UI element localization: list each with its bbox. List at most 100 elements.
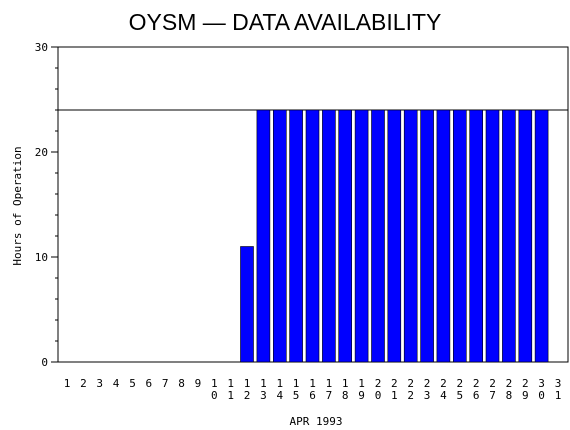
bar-day-17 (322, 109, 336, 363)
x-axis-label: APR 1993 (290, 415, 343, 428)
svg-text:5: 5 (129, 377, 136, 390)
svg-text:2: 2 (391, 377, 398, 390)
svg-text:3: 3 (424, 389, 431, 402)
x-tick-label-day-23: 23 (424, 377, 431, 402)
svg-text:8: 8 (506, 389, 513, 402)
svg-text:8: 8 (178, 377, 185, 390)
y-axis-label: Hours of Operation (11, 146, 24, 265)
svg-text:9: 9 (522, 389, 529, 402)
svg-text:4: 4 (276, 389, 283, 402)
y-tick-label: 30 (35, 41, 48, 54)
y-tick-label: 0 (41, 356, 48, 369)
svg-text:1: 1 (227, 377, 234, 390)
bar-day-13 (256, 109, 271, 363)
chart-title: OYSM — DATA AVAILABILITY (129, 9, 442, 35)
svg-text:2: 2 (375, 377, 382, 390)
bar-day-23 (420, 109, 434, 363)
x-tick-label-day-19: 19 (358, 377, 365, 402)
bar-day-21 (387, 109, 402, 363)
svg-text:1: 1 (555, 389, 562, 402)
x-tick-label-day-20: 20 (375, 377, 382, 402)
bar-day-24 (436, 109, 451, 363)
x-tick-label-day-18: 18 (342, 377, 349, 402)
svg-text:1: 1 (244, 377, 251, 390)
svg-text:2: 2 (506, 377, 513, 390)
svg-text:2: 2 (424, 377, 431, 390)
bar-day-28 (502, 109, 516, 363)
bar-day-12 (240, 246, 254, 363)
x-tick-label-day-21: 21 (391, 377, 398, 402)
svg-text:7: 7 (162, 377, 169, 390)
svg-text:2: 2 (244, 389, 251, 402)
svg-text:3: 3 (538, 377, 545, 390)
svg-text:7: 7 (326, 389, 333, 402)
bar-day-29 (518, 109, 533, 363)
svg-text:1: 1 (227, 389, 234, 402)
svg-text:2: 2 (473, 377, 480, 390)
svg-text:0: 0 (211, 389, 218, 402)
x-tick-label-day-10: 10 (211, 377, 218, 402)
x-tick-label-day-27: 27 (489, 377, 496, 402)
x-tick-label-day-16: 16 (309, 377, 316, 402)
bar-day-20 (371, 109, 385, 363)
x-tick-label-day-5: 5 (129, 377, 136, 390)
y-tick-label: 20 (35, 146, 48, 159)
svg-text:5: 5 (456, 389, 463, 402)
svg-text:2: 2 (80, 377, 87, 390)
svg-text:1: 1 (391, 389, 398, 402)
svg-text:0: 0 (538, 389, 545, 402)
bar-day-18 (338, 109, 353, 363)
x-tick-label-day-9: 9 (195, 377, 202, 390)
svg-text:1: 1 (358, 377, 365, 390)
svg-text:1: 1 (342, 377, 349, 390)
svg-text:1: 1 (326, 377, 333, 390)
svg-text:2: 2 (407, 377, 414, 390)
svg-text:9: 9 (358, 389, 365, 402)
svg-text:0: 0 (375, 389, 382, 402)
x-tick-label-day-2: 2 (80, 377, 87, 390)
svg-text:7: 7 (489, 389, 496, 402)
svg-text:1: 1 (309, 377, 316, 390)
svg-text:2: 2 (440, 377, 447, 390)
x-tick-label-day-8: 8 (178, 377, 185, 390)
bar-day-25 (452, 109, 467, 363)
bar-series (240, 109, 549, 363)
x-tick-label-day-11: 11 (227, 377, 234, 402)
y-axis: 0 10 20 30 (35, 41, 58, 369)
x-tick-label-day-1: 1 (64, 377, 71, 390)
svg-text:1: 1 (260, 377, 267, 390)
x-tick-label-day-22: 22 (407, 377, 414, 402)
svg-text:1: 1 (276, 377, 283, 390)
x-tick-label-day-12: 12 (244, 377, 251, 402)
bar-day-30 (534, 109, 549, 363)
x-tick-label-day-29: 29 (522, 377, 529, 402)
svg-text:6: 6 (309, 389, 316, 402)
svg-text:9: 9 (195, 377, 202, 390)
bar-day-27 (485, 109, 500, 363)
svg-text:2: 2 (489, 377, 496, 390)
x-tick-label-day-25: 25 (456, 377, 463, 402)
svg-text:6: 6 (473, 389, 480, 402)
svg-text:1: 1 (211, 377, 218, 390)
x-tick-label-day-14: 14 (276, 377, 283, 402)
svg-text:4: 4 (113, 377, 120, 390)
svg-text:5: 5 (293, 389, 300, 402)
svg-text:2: 2 (522, 377, 529, 390)
x-tick-label-day-30: 30 (538, 377, 545, 402)
bar-day-14 (272, 109, 287, 363)
x-tick-label-day-17: 17 (326, 377, 333, 402)
svg-text:1: 1 (293, 377, 300, 390)
svg-text:2: 2 (407, 389, 414, 402)
svg-text:3: 3 (260, 389, 267, 402)
bar-day-22 (403, 109, 418, 363)
bar-day-15 (289, 109, 303, 363)
svg-text:3: 3 (555, 377, 562, 390)
x-tick-label-day-13: 13 (260, 377, 267, 402)
x-tick-label-day-6: 6 (145, 377, 152, 390)
svg-text:2: 2 (456, 377, 463, 390)
svg-text:1: 1 (64, 377, 71, 390)
bar-day-26 (469, 109, 484, 363)
x-tick-label-day-7: 7 (162, 377, 169, 390)
x-tick-label-day-31: 31 (555, 377, 562, 402)
